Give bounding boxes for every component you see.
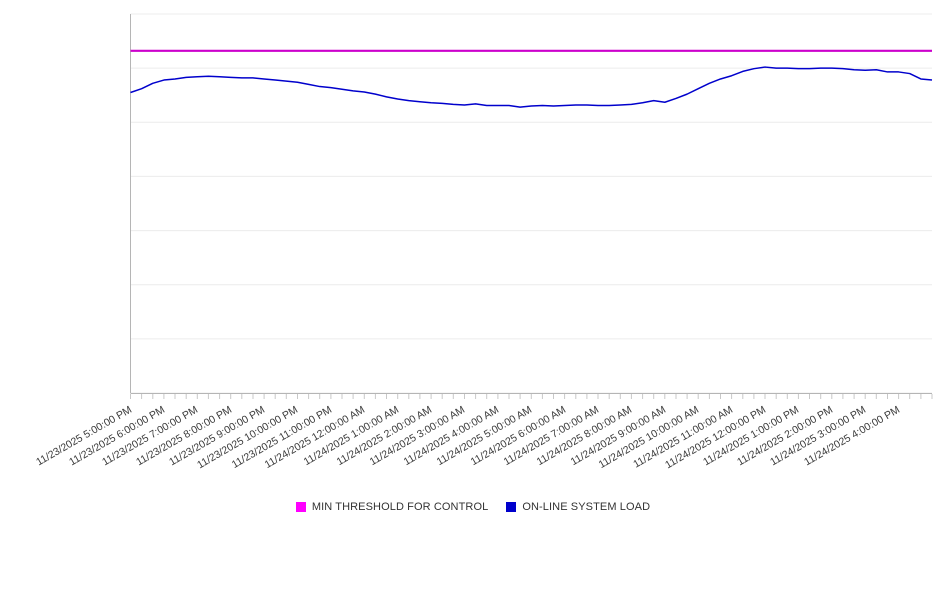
- legend-item-min-threshold-for-control[interactable]: MIN THRESHOLD FOR CONTROL: [295, 501, 489, 513]
- legend-label: ON-LINE SYSTEM LOAD: [522, 501, 651, 513]
- data-series: [130, 49, 933, 108]
- line-chart: 11/23/2025 5:00:00 PM 11/23/2025 6:00:00 …: [0, 13, 946, 518]
- legend-item-on-line-system-load[interactable]: ON-LINE SYSTEM LOAD: [506, 501, 650, 513]
- series-line-system-load: [130, 66, 933, 108]
- legend-label: MIN THRESHOLD FOR CONTROL: [311, 501, 489, 513]
- x-axis-ticks: [130, 393, 933, 399]
- legend-swatch-icon: [295, 502, 306, 512]
- chart-plot-area: [130, 13, 933, 399]
- chart-legend: MIN THRESHOLD FOR CONTROL ON-LINE SYSTEM…: [0, 496, 946, 518]
- legend-swatch-icon: [506, 502, 517, 512]
- gridlines: [130, 13, 932, 394]
